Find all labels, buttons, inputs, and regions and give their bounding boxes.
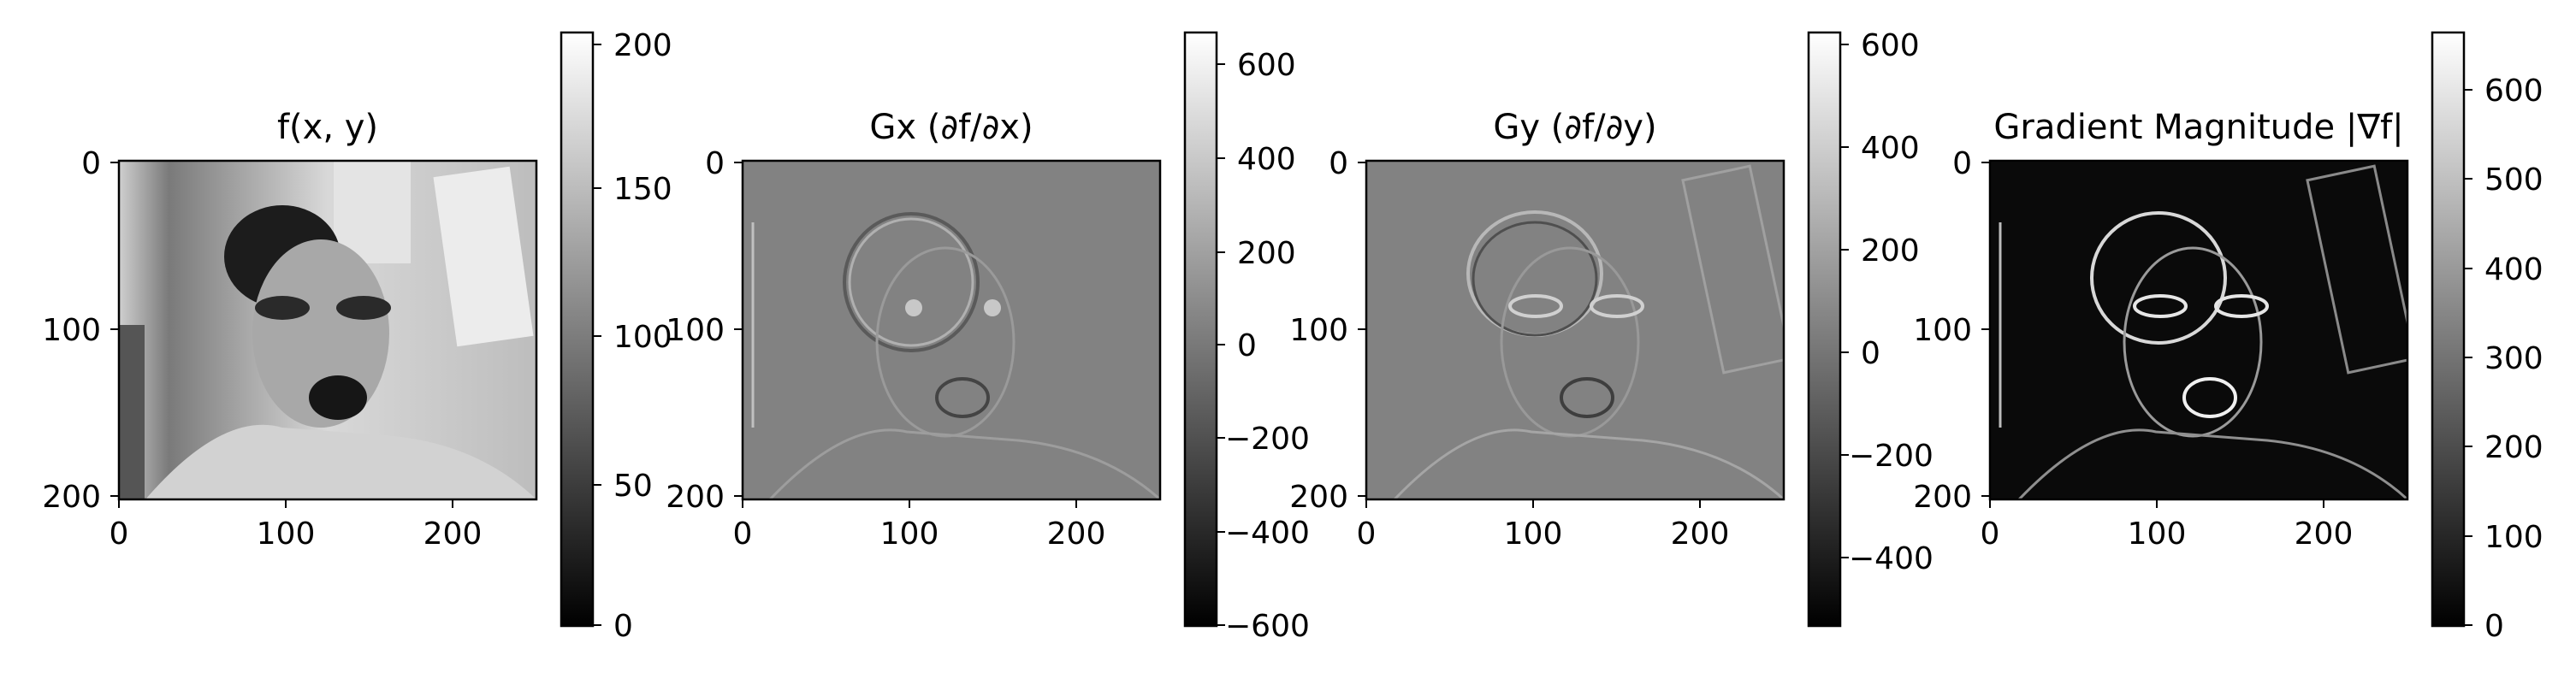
image-gy (1366, 161, 1784, 499)
x-axis: 0 100 200 (1357, 499, 1730, 552)
colorbar-tick-label: 200 (1237, 236, 1296, 271)
x-tick-label: 200 (1671, 517, 1730, 552)
panel-title: Gradient Magnitude |∇f| (1993, 108, 2403, 147)
colorbar-tick-label: 400 (2484, 252, 2543, 287)
colorbar-tick-label: 200 (1861, 233, 1920, 269)
panel-magnitude: Gradient Magnitude |∇f| 0 100 200 0 (1913, 31, 2543, 644)
colorbar-tick-label: 200 (613, 28, 672, 63)
colorbar-tick-label: 600 (1861, 28, 1920, 63)
x-axis: 0 100 200 (110, 499, 483, 552)
panel-gx: Gx (∂f/∂x) 0 100 200 0 100 20 (666, 31, 1310, 644)
colorbar-tick-label: 0 (613, 609, 633, 644)
colorbar: −600 −400 −200 0 200 400 600 (1183, 31, 1310, 644)
colorbar-tick-label: 400 (1237, 142, 1296, 177)
colorbar-tick-label: 600 (1237, 48, 1296, 83)
colorbar-tick-label: 100 (2484, 520, 2543, 555)
x-tick-label: 100 (257, 517, 316, 552)
x-tick-label: 0 (733, 517, 753, 552)
y-tick-label: 100 (1289, 313, 1348, 348)
y-tick-label: 0 (1329, 146, 1348, 181)
colorbar-tick-label: 600 (2484, 74, 2543, 109)
colorbar-tick-label: 0 (1861, 336, 1880, 371)
image-gx (743, 161, 1160, 499)
y-tick-label: 0 (81, 146, 101, 181)
colorbar-tick-label: 300 (2484, 341, 2543, 376)
image-f (119, 161, 536, 499)
y-tick-label: 200 (666, 480, 725, 515)
panel-gy: Gy (∂f/∂y) 0 100 200 0 100 20 (1289, 28, 1933, 628)
colorbar-tick-label: 200 (2484, 430, 2543, 465)
x-axis: 0 100 200 (1981, 499, 2354, 552)
colorbar-ticks: 0 50 100 150 200 (593, 28, 672, 644)
panel-title: f(x, y) (277, 108, 378, 147)
y-tick-label: 100 (666, 313, 725, 348)
y-tick-label: 200 (1913, 480, 1972, 515)
x-tick-label: 100 (2128, 517, 2187, 552)
colorbar-tick-label: 0 (2484, 609, 2504, 644)
x-tick-label: 0 (1357, 517, 1377, 552)
colorbar-tick-label: −400 (1849, 541, 1933, 576)
x-tick-label: 0 (1981, 517, 2000, 552)
y-tick-label: 200 (1289, 480, 1348, 515)
y-tick-label: 0 (705, 146, 725, 181)
colorbar: 0 100 200 300 400 500 600 (2431, 31, 2543, 644)
x-axis: 0 100 200 (733, 499, 1106, 552)
colorbar-tick-label: −200 (1849, 439, 1933, 474)
y-axis: 0 100 200 (42, 146, 119, 515)
colorbar-tick-label: 500 (2484, 162, 2543, 198)
x-tick-label: 0 (110, 517, 129, 552)
colorbar-tick-label: 150 (613, 172, 672, 207)
x-tick-label: 100 (1504, 517, 1563, 552)
colorbar-tick-label: −600 (1225, 609, 1310, 644)
colorbar-tick-label: 0 (1237, 328, 1257, 363)
x-tick-label: 200 (423, 517, 483, 552)
x-tick-label: 200 (1047, 517, 1106, 552)
panel-f: f(x, y) 0 100 200 0 100 (42, 28, 672, 644)
colorbar-tick-label: 50 (613, 469, 653, 504)
colorbar-tick-label: 100 (613, 320, 672, 355)
y-axis: 0 100 200 (1289, 146, 1366, 515)
image-magnitude (1990, 161, 2407, 499)
y-axis: 0 100 200 (666, 146, 743, 515)
colorbar-tick-label: −200 (1225, 422, 1310, 457)
y-tick-label: 100 (42, 313, 101, 348)
y-tick-label: 100 (1913, 313, 1972, 348)
panel-title: Gy (∂f/∂y) (1493, 108, 1656, 147)
panel-title: Gx (∂f/∂x) (869, 108, 1033, 147)
x-tick-label: 200 (2295, 517, 2354, 552)
colorbar-tick-label: −400 (1225, 516, 1310, 551)
y-axis: 0 100 200 (1913, 146, 1990, 515)
colorbar: 0 50 100 150 200 (560, 28, 672, 644)
colorbar: −400 −200 0 200 400 600 (1807, 28, 1933, 628)
y-tick-label: 200 (42, 480, 101, 515)
colorbar-tick-label: 400 (1861, 131, 1920, 166)
y-tick-label: 0 (1952, 146, 1972, 181)
x-tick-label: 100 (880, 517, 939, 552)
